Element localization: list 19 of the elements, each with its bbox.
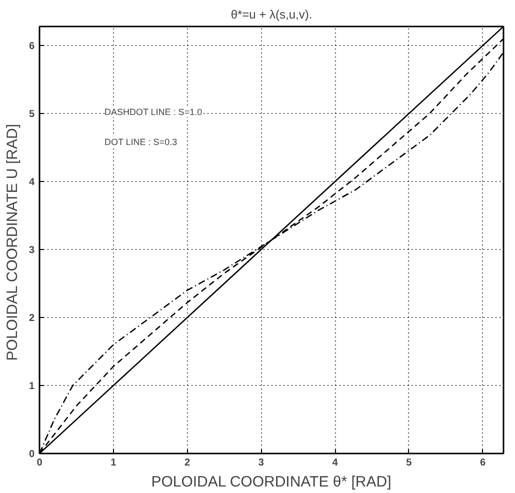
chart-title: θ*=u + λ(s,u,v). [230, 8, 312, 22]
y-tick-label: 6 [28, 41, 35, 52]
x-tick-label: 3 [258, 458, 264, 468]
x-tick-label: 5 [406, 458, 412, 468]
y-tick-label: 3 [28, 245, 35, 256]
x-axis-title: POLOIDAL COORDINATE θ* [RAD] [151, 474, 392, 490]
y-tick-label: 2 [28, 313, 35, 324]
y-tick-label: 1 [28, 381, 35, 392]
x-tick-label: 1 [110, 458, 117, 468]
x-tick-label: 2 [184, 458, 190, 468]
y-tick-label: 4 [28, 177, 35, 188]
y-tick-label: 5 [28, 109, 35, 120]
annotation: DASHDOT LINE : S=1.0 [104, 106, 202, 117]
y-axis-title: POLOIDAL COORDINATE U [RAD] [4, 124, 21, 361]
x-tick-label: 4 [332, 458, 338, 468]
annotation: DOT LINE : S=0.3 [104, 136, 178, 147]
x-tick-label: 6 [480, 458, 486, 468]
y-tick-label: 0 [28, 449, 35, 460]
x-tick-label: 0 [36, 458, 43, 468]
